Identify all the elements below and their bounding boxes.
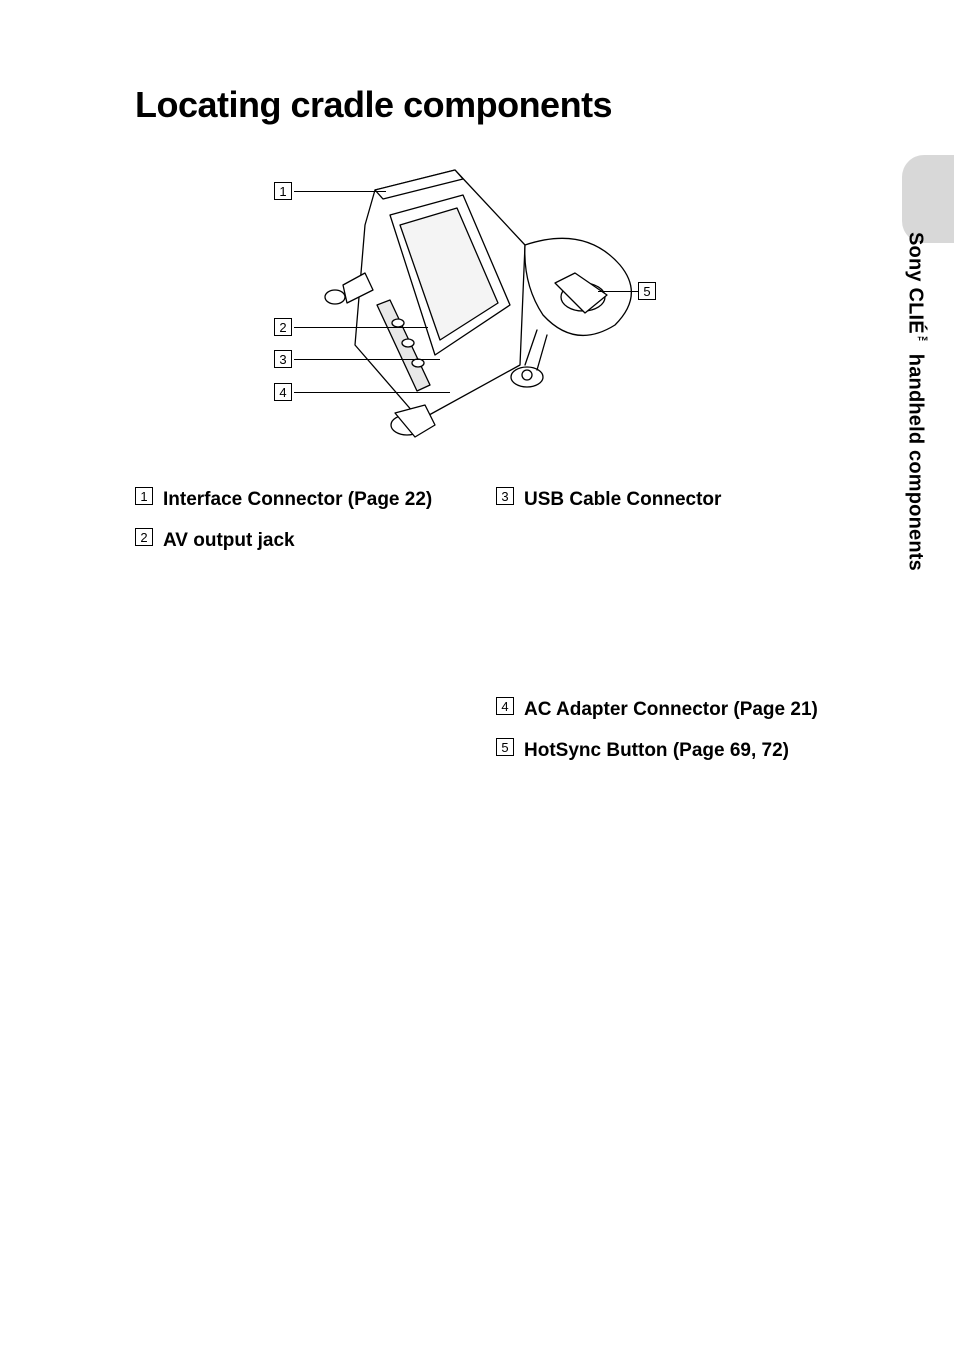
legend-text-1: Interface Connector (Page 22) — [163, 485, 432, 514]
callout-box-5: 5 — [638, 282, 656, 300]
cradle-illustration — [225, 155, 685, 455]
legend-num-1: 1 — [135, 487, 153, 505]
page-title: Locating cradle components — [135, 84, 612, 126]
side-tab — [902, 155, 954, 243]
legend-text-3: USB Cable Connector — [524, 485, 721, 514]
side-label-prefix: Sony CLI — [904, 232, 926, 320]
callout-line-5 — [598, 291, 638, 292]
callout-line-4 — [294, 392, 450, 393]
callout-box-1: 1 — [274, 182, 292, 200]
legend-num-2: 2 — [135, 528, 153, 546]
legend-num-5: 5 — [496, 738, 514, 756]
legend-text-2: AV output jack — [163, 526, 295, 555]
legend-num-3: 3 — [496, 487, 514, 505]
legend-item-5: 5 HotSync Button (Page 69, 72) — [496, 736, 836, 765]
legend-num-4: 4 — [496, 697, 514, 715]
legend-item-1: 1 Interface Connector (Page 22) — [135, 485, 465, 514]
callout-box-2: 2 — [274, 318, 292, 336]
trademark-symbol: ™ — [916, 334, 930, 348]
page-root: Locating cradle components Sony CLIÉ™ ha… — [0, 0, 954, 1352]
cradle-diagram: 1 2 3 4 5 — [225, 155, 685, 455]
side-label-accent: É — [904, 320, 926, 334]
callout-box-4: 4 — [274, 383, 292, 401]
side-label-suffix: handheld components — [904, 348, 926, 571]
callout-line-3 — [294, 359, 440, 360]
side-section-label: Sony CLIÉ™ handheld components — [903, 232, 930, 571]
callout-line-2 — [294, 327, 428, 328]
callout-line-1 — [294, 191, 386, 192]
callout-box-3: 3 — [274, 350, 292, 368]
legend-item-3: 3 USB Cable Connector — [496, 485, 836, 514]
legend-item-2: 2 AV output jack — [135, 526, 465, 555]
legend-left: 1 Interface Connector (Page 22) 2 AV out… — [135, 485, 465, 568]
legend-right-top: 3 USB Cable Connector — [496, 485, 836, 526]
legend-text-5: HotSync Button (Page 69, 72) — [524, 736, 789, 765]
legend-item-4: 4 AC Adapter Connector (Page 21) — [496, 695, 836, 724]
legend-right-bottom: 4 AC Adapter Connector (Page 21) 5 HotSy… — [496, 695, 836, 778]
legend-text-4: AC Adapter Connector (Page 21) — [524, 695, 818, 724]
